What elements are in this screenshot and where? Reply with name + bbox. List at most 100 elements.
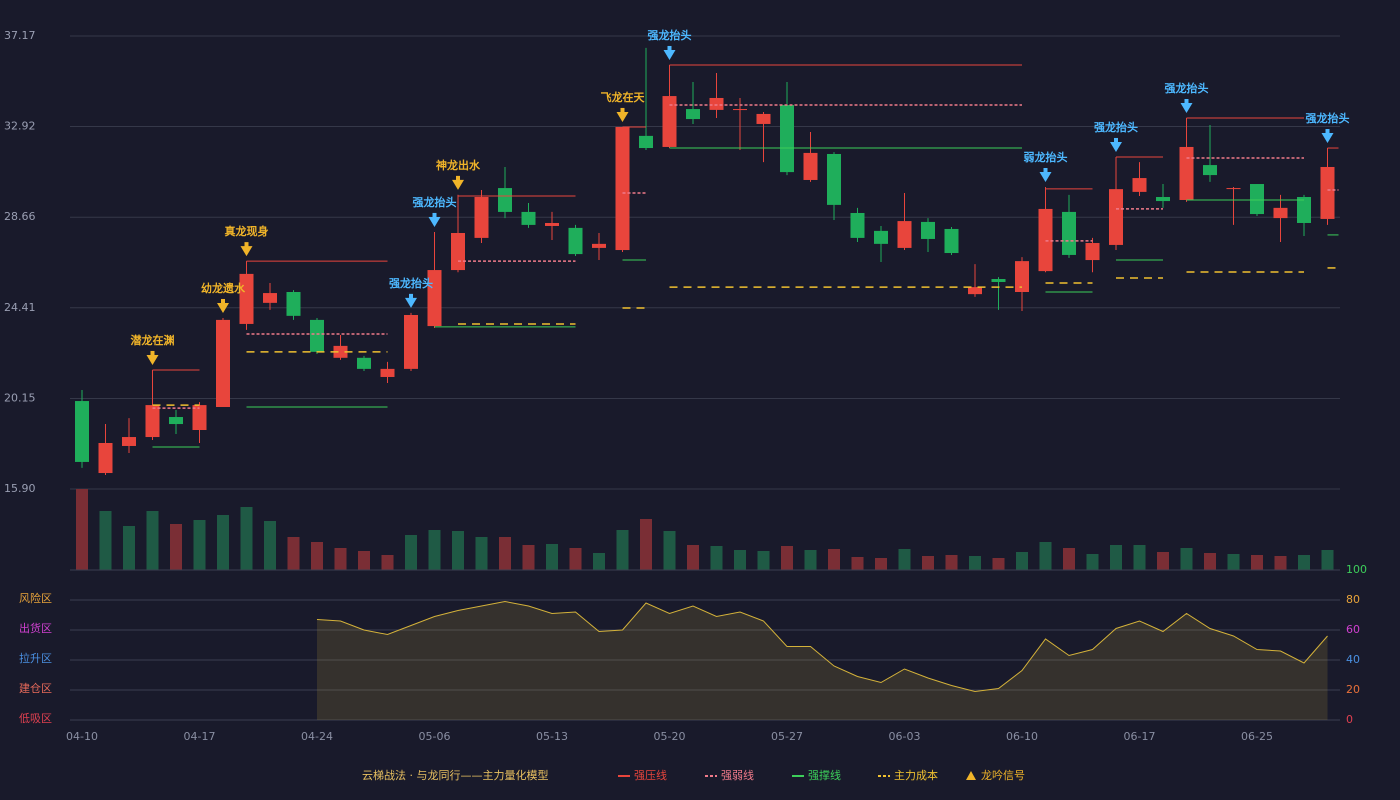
indicator-area bbox=[317, 601, 1328, 720]
signal-label: 神龙出水 bbox=[436, 158, 481, 172]
signal-label: 强龙抬头 bbox=[648, 28, 692, 42]
candle-body bbox=[1250, 184, 1264, 215]
volume-bar bbox=[1133, 545, 1146, 570]
candle-body bbox=[357, 357, 371, 369]
x-tick-label: 05-27 bbox=[771, 730, 803, 743]
candle-body bbox=[991, 279, 1006, 282]
candle-body bbox=[780, 105, 794, 173]
candle-body bbox=[263, 293, 277, 303]
volume-bar bbox=[1321, 550, 1334, 570]
volume-bar bbox=[992, 558, 1005, 570]
candle-body bbox=[498, 188, 512, 212]
signal-label: 潜龙在渊 bbox=[131, 333, 175, 347]
signal-arrow-stem bbox=[244, 242, 249, 248]
volume-bar bbox=[334, 548, 347, 570]
volume-bar bbox=[311, 542, 323, 570]
candle-body bbox=[1320, 166, 1335, 219]
signal-arrow bbox=[452, 179, 464, 190]
signal-arrow bbox=[405, 297, 417, 308]
legend-label: 强压线 bbox=[634, 768, 667, 782]
signal-label: 强龙抬头 bbox=[413, 195, 457, 209]
volume-bar bbox=[546, 544, 558, 570]
volume-bar bbox=[1204, 553, 1216, 570]
signal-arrow bbox=[1321, 133, 1334, 144]
candle-body bbox=[1273, 207, 1288, 219]
candle-body bbox=[404, 314, 418, 369]
legend-label: 强撑线 bbox=[808, 768, 841, 782]
y2-tick-label: 80 bbox=[1346, 593, 1360, 606]
y-tick-label: 32.92 bbox=[4, 120, 36, 133]
candle-body bbox=[474, 197, 489, 238]
signal-arrow bbox=[616, 111, 629, 122]
legend-title: 云梯战法 · 与龙同行——主力量化模型 bbox=[362, 768, 549, 782]
volume-bar bbox=[1274, 556, 1287, 570]
signal-arrow-stem bbox=[620, 107, 625, 113]
signal-arrow-stem bbox=[667, 45, 672, 51]
signal-arrow-stem bbox=[1184, 98, 1189, 104]
candle-body bbox=[968, 287, 982, 295]
candle-body bbox=[451, 233, 465, 271]
candle-body bbox=[333, 345, 348, 358]
candle-body bbox=[709, 97, 724, 110]
signal-label: 真龙现身 bbox=[225, 224, 269, 238]
volume-bar bbox=[522, 545, 535, 570]
y-tick-label: 37.17 bbox=[4, 29, 36, 42]
y-tick-label: 24.41 bbox=[4, 301, 36, 314]
x-tick-label: 06-10 bbox=[1006, 730, 1038, 743]
volume-bar bbox=[123, 526, 135, 570]
candle-body bbox=[686, 109, 700, 120]
volume-bar bbox=[687, 545, 699, 570]
volume-bar bbox=[781, 546, 793, 570]
signal-arrow bbox=[146, 354, 159, 365]
candle-body bbox=[756, 113, 771, 124]
candle-body bbox=[1226, 188, 1241, 190]
volume-bar bbox=[616, 530, 629, 570]
y-tick-label: 15.90 bbox=[4, 482, 36, 495]
signal-arrow-stem bbox=[150, 350, 155, 356]
candle-body bbox=[1085, 243, 1100, 261]
candle-body bbox=[122, 437, 136, 446]
x-tick-label: 06-03 bbox=[889, 730, 921, 743]
signal-arrow bbox=[1039, 172, 1052, 182]
candle-body bbox=[1015, 261, 1029, 292]
y2-tick-label: 60 bbox=[1346, 623, 1360, 636]
candle-body bbox=[380, 368, 395, 377]
volume-bar bbox=[428, 530, 441, 570]
candle-body bbox=[145, 405, 160, 438]
signal-label: 强龙抬头 bbox=[389, 276, 433, 290]
y2-tick-label: 40 bbox=[1346, 653, 1360, 666]
volume-bar bbox=[734, 550, 746, 570]
candle-body bbox=[169, 417, 183, 425]
volume-bar bbox=[1039, 542, 1052, 570]
volume-bar bbox=[969, 556, 981, 570]
candle-body bbox=[592, 243, 606, 248]
volume-bar bbox=[452, 531, 464, 570]
volume-bar bbox=[264, 521, 276, 570]
zone-label: 风险区 bbox=[19, 591, 52, 605]
signal-arrow-stem bbox=[1114, 137, 1118, 143]
volume-bar bbox=[757, 551, 770, 570]
volume-bar bbox=[1063, 548, 1075, 570]
volume-bar bbox=[851, 557, 864, 570]
candle-body bbox=[1062, 211, 1076, 255]
volume-bar bbox=[1251, 555, 1263, 570]
x-tick-label: 04-10 bbox=[66, 730, 98, 743]
candle-body bbox=[944, 228, 959, 254]
volume-bar bbox=[710, 546, 723, 570]
candle-body bbox=[216, 319, 230, 408]
legend-label: 主力成本 bbox=[894, 768, 938, 782]
candle-body bbox=[921, 221, 935, 239]
candle-body bbox=[1109, 189, 1123, 245]
x-tick-label: 06-25 bbox=[1241, 730, 1273, 743]
candle-body bbox=[639, 135, 653, 149]
volume-bar bbox=[405, 535, 417, 570]
volume-bar bbox=[193, 520, 206, 570]
signal-label: 幼龙遗水 bbox=[201, 281, 246, 295]
signal-arrow bbox=[217, 302, 229, 313]
volume-bar bbox=[640, 519, 652, 570]
signal-label: 弱龙抬头 bbox=[1024, 150, 1068, 164]
y-tick-label: 28.66 bbox=[4, 210, 36, 223]
volume-bar bbox=[1110, 545, 1122, 570]
volume-bar bbox=[1157, 552, 1169, 570]
volume-bar bbox=[499, 537, 511, 570]
